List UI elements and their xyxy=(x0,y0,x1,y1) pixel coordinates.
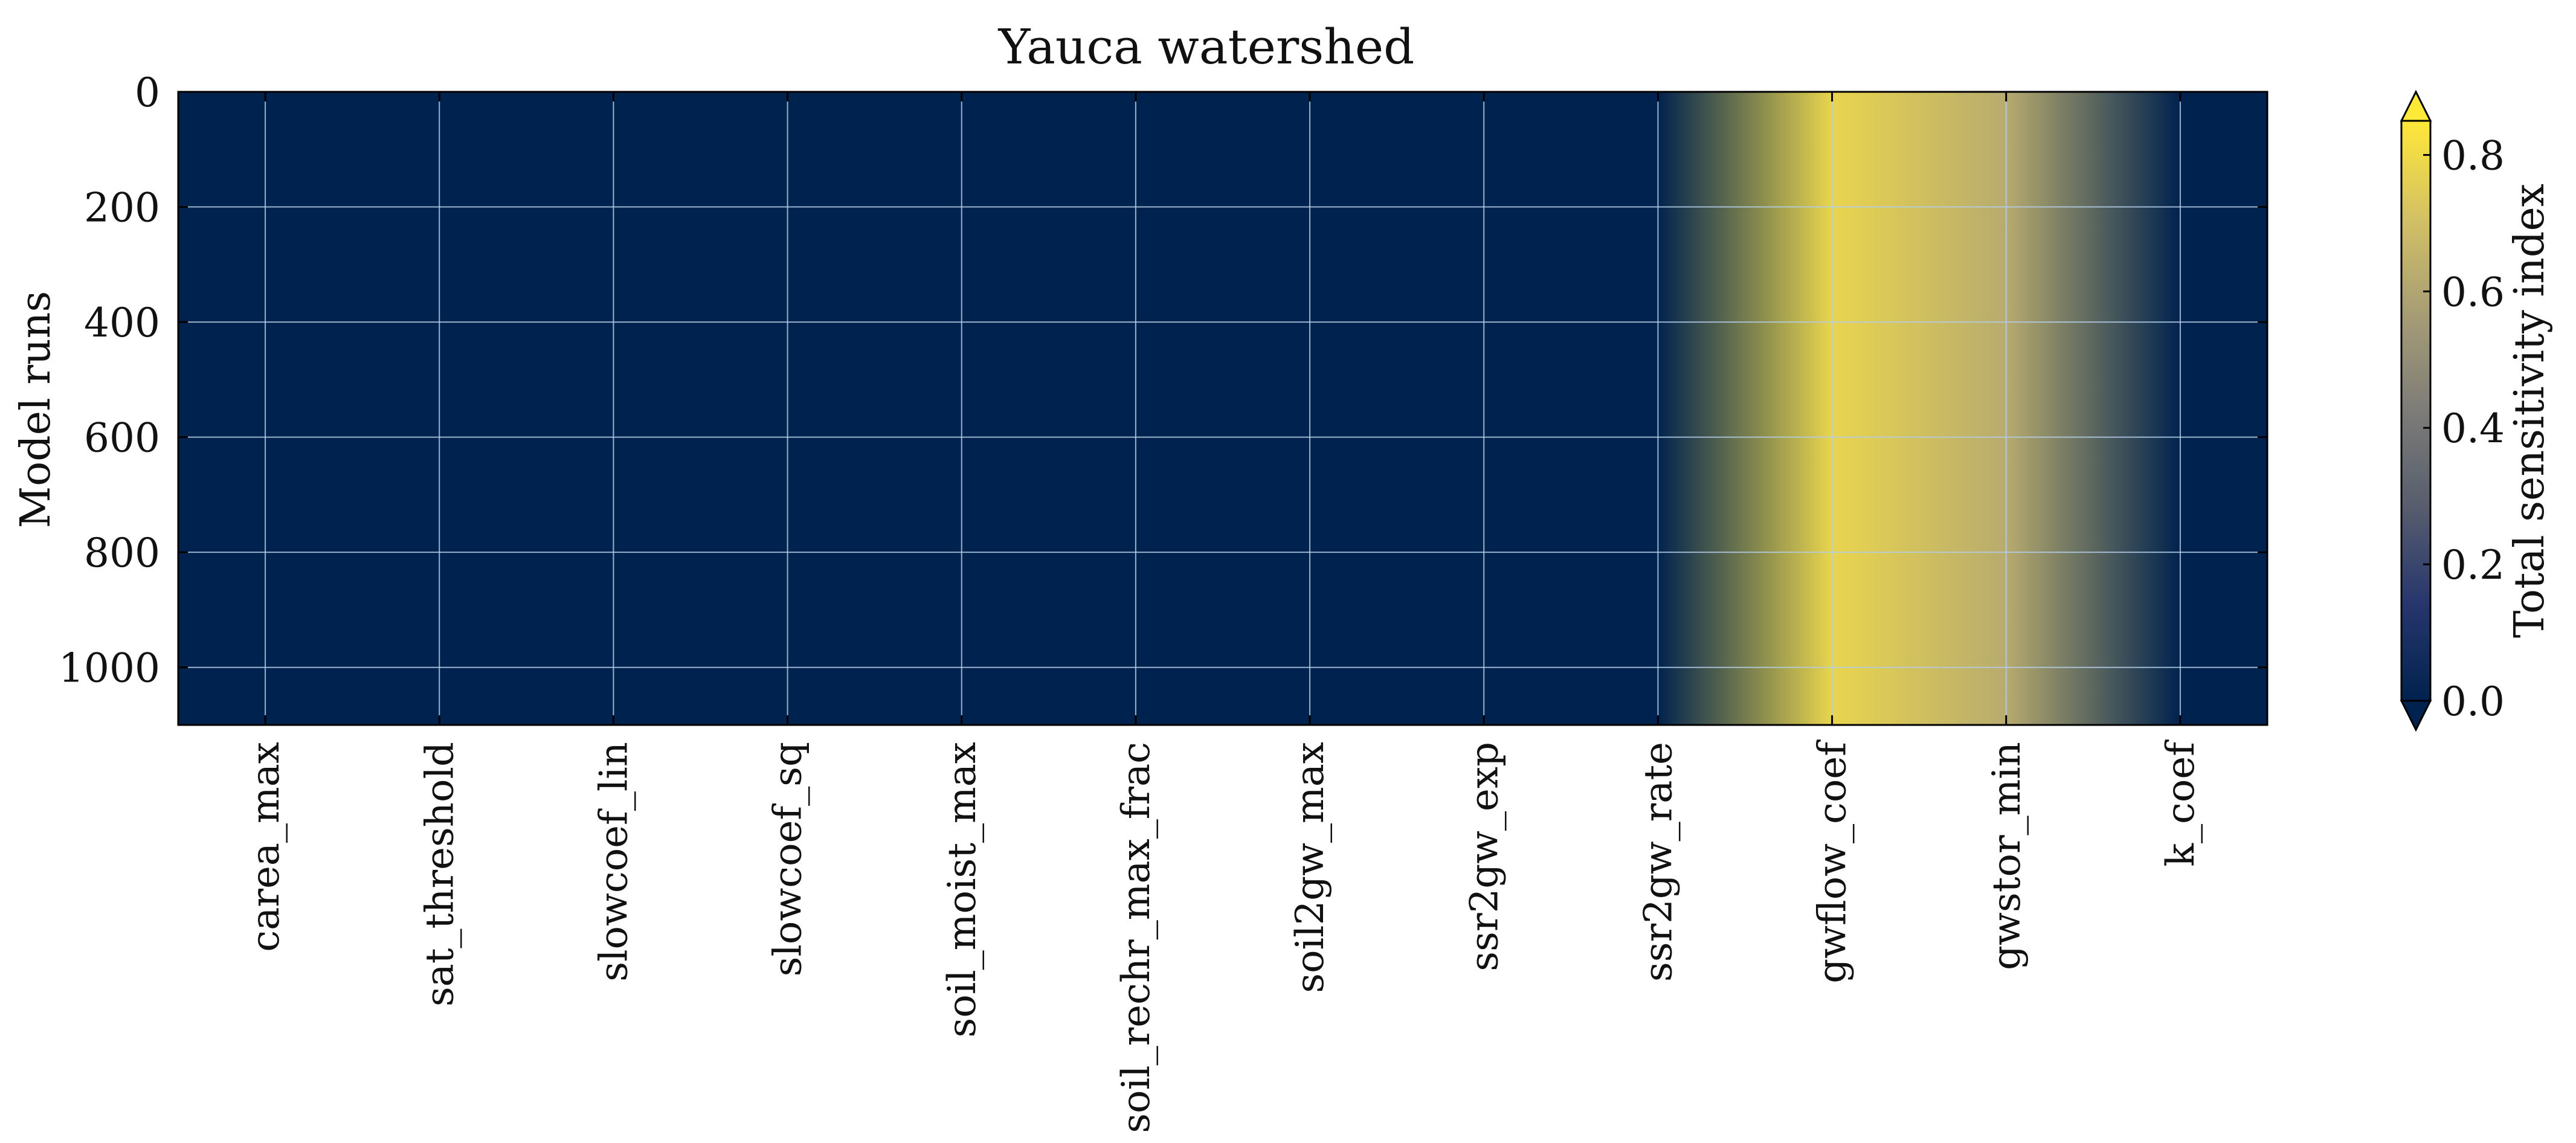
colorbar-ticks: 0.0 0.2 0.4 0.6 0.8 xyxy=(2423,132,2505,725)
x-tick-label-ssr2gw_rate: ssr2gw_rate xyxy=(1636,742,1681,982)
heatmap-cell-sat_threshold xyxy=(352,92,526,725)
colorbar-tick-label: 0.6 xyxy=(2441,269,2505,315)
y-tick-label: 600 xyxy=(84,415,160,462)
heatmap-cell-k_coef xyxy=(2093,92,2267,725)
x-tick-label-ssr2gw_exp: ssr2gw_exp xyxy=(1462,742,1507,971)
heatmap-cell-gwflow_coef xyxy=(1745,92,1919,725)
x-tick-label-soil2gw_max: soil2gw_max xyxy=(1288,742,1333,993)
colorbar-tick-label: 0.4 xyxy=(2441,405,2505,452)
y-axis-label: Model runs xyxy=(12,291,60,529)
y-tick-label: 400 xyxy=(84,300,160,346)
x-tick-label-soil_rechr_max_frac: soil_rechr_max_frac xyxy=(1114,742,1159,1133)
x-tick-label-soil_moist_max: soil_moist_max xyxy=(940,742,985,1038)
x-tick-label-sat_threshold: sat_threshold xyxy=(417,742,462,1006)
x-tick-label-slowcoef_lin: slowcoef_lin xyxy=(591,742,636,982)
colorbar: 0.0 0.2 0.4 0.6 0.8 Total sensitivity index xyxy=(2400,89,2554,732)
y-tick-label: 0 xyxy=(135,69,160,116)
y-tick-label: 1000 xyxy=(59,645,160,692)
y-axis-ticks: 0 200 400 600 800 1000 xyxy=(59,69,2267,692)
heatmap-cell-soil_moist_max xyxy=(875,92,1049,725)
plot-frame xyxy=(177,91,2268,726)
grid-lines xyxy=(178,92,2267,725)
heatmap-cell-ssr2gw_rate xyxy=(1571,92,1745,725)
colorbar-extend-top xyxy=(2400,89,2432,122)
colorbar-tick-label: 0.2 xyxy=(2441,542,2505,588)
x-tick-label-k_coef: k_coef xyxy=(2159,739,2203,867)
y-tick-label: 200 xyxy=(84,185,160,231)
chart-title: Yauca watershed xyxy=(998,19,1415,75)
heatmap-cell-slowcoef_lin xyxy=(526,92,700,725)
y-tick-label: 800 xyxy=(84,530,160,576)
heatmap-cell-slowcoef_sq xyxy=(701,92,875,725)
heatmap-cell-gwstor_min xyxy=(1919,92,2093,725)
x-tick-label-gwflow_coef: gwflow_coef xyxy=(1811,739,1855,984)
colorbar-label: Total sensitivity index xyxy=(2506,184,2554,638)
heatmap-cells xyxy=(178,92,2267,725)
x-tick-label-carea_max: carea_max xyxy=(243,742,288,952)
colorbar-extend-bottom xyxy=(2400,700,2432,732)
heatmap-cell-carea_max xyxy=(178,92,352,725)
heatmap-cell-soil_rechr_max_frac xyxy=(1049,92,1223,725)
heatmap-cell-ssr2gw_exp xyxy=(1397,92,1571,725)
colorbar-frame xyxy=(2400,120,2432,702)
colorbar-gradient xyxy=(2401,121,2430,701)
colorbar-tick-label: 0.8 xyxy=(2441,132,2505,179)
heatmap-cell-soil2gw_max xyxy=(1223,92,1397,725)
x-tick-label-gwstor_min: gwstor_min xyxy=(1985,742,2029,970)
colorbar-tick-label: 0.0 xyxy=(2441,678,2505,725)
x-axis-ticks: carea_max sat_threshold slowcoef_lin slowco… xyxy=(243,92,2203,1133)
heatmap-area xyxy=(178,92,2267,725)
x-tick-label-slowcoef_sq: slowcoef_sq xyxy=(766,742,811,976)
